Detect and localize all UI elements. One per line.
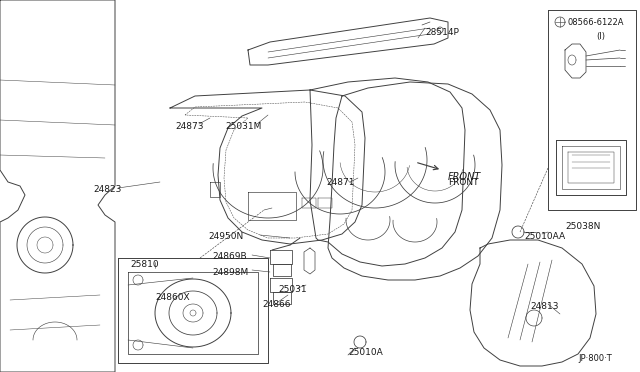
Text: FRONT: FRONT — [448, 172, 481, 182]
Text: 24866: 24866 — [262, 300, 291, 309]
Text: 24823: 24823 — [93, 185, 122, 194]
Text: 24873: 24873 — [175, 122, 204, 131]
Text: JP·800·T: JP·800·T — [578, 354, 612, 363]
Text: 25031M: 25031M — [225, 122, 261, 131]
Text: FRONT: FRONT — [448, 178, 479, 187]
Text: 24950N: 24950N — [208, 232, 243, 241]
Text: 25010AA: 25010AA — [524, 232, 565, 241]
Text: 28514P: 28514P — [425, 28, 459, 37]
Text: (I): (I) — [596, 32, 605, 41]
Text: 24871: 24871 — [326, 178, 355, 187]
Text: 25810: 25810 — [130, 260, 159, 269]
Text: 25010A: 25010A — [348, 348, 383, 357]
Text: 24860X: 24860X — [155, 293, 189, 302]
Text: 24813: 24813 — [530, 302, 559, 311]
Text: 24898M: 24898M — [212, 268, 248, 277]
Text: 25031: 25031 — [278, 285, 307, 294]
Text: 25038N: 25038N — [565, 222, 600, 231]
Text: 08566-6122A: 08566-6122A — [567, 18, 623, 27]
Text: 24869B: 24869B — [212, 252, 246, 261]
